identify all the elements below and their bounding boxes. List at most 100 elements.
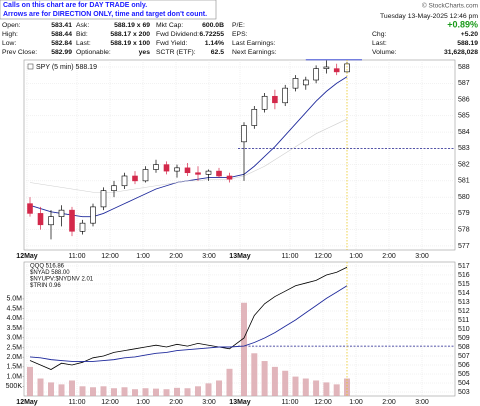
volume-tick-label: 5.0M [6,296,22,303]
volume-bar [216,380,222,396]
volume-bar [251,353,258,396]
volume-tick-label: 500K [6,383,23,390]
volume-bar [344,378,350,396]
volume-bar [142,388,149,396]
x-tick-label: 11:00 [69,399,86,406]
field-label: Last: [76,40,91,47]
y-tick-label: 582 [458,161,470,168]
volume-bar [174,387,180,396]
y-tick-label: 505 [458,371,470,378]
x-tick-label: 12:00 [101,253,119,260]
moving-average [29,118,348,193]
volume-bar [121,387,128,396]
y-tick-label: 581 [458,178,470,185]
stat-label: Volume: [372,49,397,56]
volume-bar [153,388,159,396]
x-tick-label: 13May [229,399,251,406]
field-label: Open: [2,22,21,29]
candle-body [37,213,44,226]
field-label: SCTR (ETF): [156,49,196,56]
candle-body [184,167,191,174]
candle-body [251,108,258,126]
candle-body [48,216,54,226]
candle-body [292,78,299,89]
volume-bar [27,366,33,396]
y-tick-label: 588 [458,64,470,71]
candle-body [323,66,330,69]
volume-tick-label: 2.0M [6,354,22,361]
volume-tick-label: 4.0M [6,315,22,322]
x-tick-label: 11:00 [282,253,299,260]
annotation-box [0,0,217,20]
y-tick-label: 512 [458,308,470,315]
volume-bar [333,384,340,396]
x-tick-label: 1:00 [349,399,363,406]
x-tick-label: 2:00 [382,253,396,260]
annotation: Arrows are for DIRECTION ONLY, time and … [3,11,207,18]
candle-body [313,68,319,81]
volume-bar [132,389,138,396]
candle-body [333,68,340,73]
volume-bar [69,380,75,396]
y-tick-label: 515 [458,281,470,288]
x-tick-label: 13May [229,253,251,260]
field-label: High: [2,31,18,38]
y-tick-label: 507 [458,353,470,360]
field-value: yes [139,49,151,56]
legend: $NYAD 588.00 [30,270,70,276]
volume-bar [90,387,96,396]
x-tick-label: 12:00 [314,253,332,260]
x-tick-label: 11:00 [69,253,86,260]
y-tick-label: 511 [458,317,469,324]
candle-body [142,169,149,182]
field-value: 582.84 [51,40,72,47]
field-label: Bid: [76,31,88,38]
field-value: 582.99 [51,49,72,56]
volume-bar [48,382,54,396]
y-tick-label: 504 [458,380,470,387]
volume-tick-label: 3.0M [6,335,22,342]
y-tick-label: 514 [458,290,470,297]
y-tick-label: 578 [458,227,470,234]
candle-body [226,175,233,180]
candle-body [111,185,117,191]
field-value: 6.72255 [199,31,224,38]
field-label: Mkt Cap: [156,22,183,29]
x-tick-label: 2:00 [382,399,396,406]
field-label: Low: [2,40,16,47]
volume-bar [58,384,65,396]
x-tick-label: 1:00 [136,399,150,406]
candle-body [282,87,289,104]
volume-bar [205,383,212,396]
x-tick-label: 1:00 [136,253,150,260]
price-panel [23,59,456,251]
volume-bar [111,388,117,396]
moving-average [29,285,348,362]
field-value: 600.0B [202,22,224,29]
legend: $NYUPV:$NYDNV 2.01 [30,277,94,283]
volume-bar [282,370,289,396]
y-tick-label: 587 [458,80,470,87]
volume-bar [313,380,320,396]
field-label: Next Earnings: [232,49,277,56]
y-tick-label: 509 [458,335,470,342]
candle-body [205,170,212,175]
y-tick-label: 584 [458,129,470,136]
candle-body [344,63,350,73]
field-label: Optionable: [76,49,111,56]
field-label: Fwd Dividend: [156,31,199,38]
x-tick-label: 11:00 [282,399,299,406]
legend: $TRIN 0.96 [30,283,61,289]
volume-bar [184,388,191,396]
volume-bar [261,361,268,396]
x-tick-label: 12May [16,253,38,260]
volume-tick-label: 2.5M [6,344,22,351]
y-tick-label: 510 [458,326,470,333]
candle-body [302,79,309,86]
stat-value: 31,628,028 [444,49,478,56]
price-line [29,266,348,370]
candle-body [121,175,128,187]
y-tick-label: 517 [458,263,470,270]
date: Tuesday 13-May-2025 12:46 pm [380,13,478,20]
